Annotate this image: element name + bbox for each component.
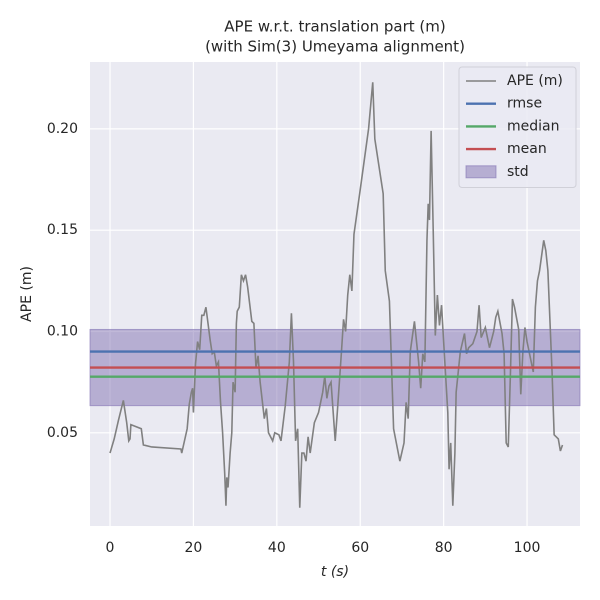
legend-box <box>458 66 577 188</box>
ape-line <box>109 82 564 508</box>
legend-label: mean <box>507 141 547 157</box>
y-tick-label: 0.20 <box>47 121 78 137</box>
y-tick-label: 0.05 <box>47 425 78 441</box>
legend-label: APE (m) <box>507 73 563 89</box>
chart-subtitle: (with Sim(3) Umeyama alignment) <box>205 38 465 56</box>
y-axis-label: APE (m) <box>19 266 35 322</box>
x-tick-label: 40 <box>268 540 286 556</box>
legend-label: rmse <box>507 96 542 112</box>
x-tick-label: 100 <box>514 540 541 556</box>
y-tick-label: 0.10 <box>47 323 78 339</box>
legend-label: std <box>507 164 529 180</box>
x-tick-label: 0 <box>106 540 115 556</box>
x-axis-label: t (s) <box>321 564 349 580</box>
legend-label: median <box>507 118 559 134</box>
x-tick-label: 60 <box>351 540 369 556</box>
y-tick-label: 0.15 <box>47 222 78 238</box>
legend-swatch <box>465 165 497 179</box>
x-tick-label: 80 <box>435 540 453 556</box>
x-tick-label: 20 <box>185 540 203 556</box>
chart-title: APE w.r.t. translation part (m) <box>224 18 445 36</box>
